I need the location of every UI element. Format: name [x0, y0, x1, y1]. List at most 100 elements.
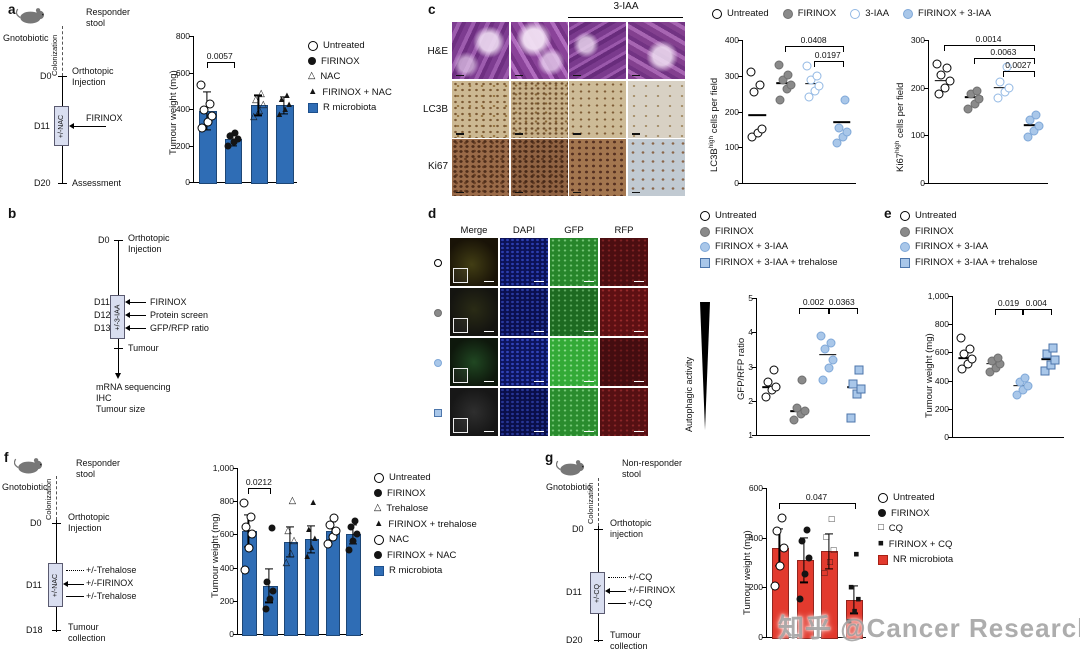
legend-label: R microbiota: [323, 102, 377, 113]
gfp-image-untreated: [550, 238, 598, 286]
y-tick-label: 1: [748, 430, 753, 440]
open-circle-marker: [700, 211, 710, 221]
fluorescence-grid: [450, 238, 648, 436]
lblue-circle-data-point: [842, 127, 852, 137]
firinox-arrow: [125, 299, 146, 305]
bar: [283, 541, 299, 636]
lblue-circle-data-point: [1012, 390, 1022, 400]
filled-triangle-marker: ▲: [308, 85, 318, 97]
e-legend: Untreated FIRINOX FIRINOX + 3-IAA FIRINOX +…: [900, 210, 1065, 268]
significance-bracket: [994, 309, 1025, 316]
down-arrow: [115, 352, 121, 379]
gray-circle-data-point: [972, 86, 982, 96]
p-value-label: 0.0408: [800, 35, 827, 46]
gray-circle-data-point: [775, 95, 785, 105]
filled-square-data-point: ■: [851, 606, 858, 618]
lblue-open-circle-data-point: [1002, 62, 1012, 72]
merge-image-firinox: [450, 288, 498, 336]
y-tick-label: 600: [934, 347, 949, 358]
rfp-image-trehalose: [600, 388, 648, 436]
open-square-data-point: □: [830, 544, 837, 556]
merge-image-firinox-3iaa: [450, 338, 498, 386]
p-value-label: 0.019: [997, 298, 1020, 309]
he-image-untreated: [452, 22, 509, 79]
trehalose-dotted-line: [66, 570, 84, 571]
gfp-rfp-dot-plot: 1 2 3 4 5 0.002 0.0363: [748, 293, 870, 440]
ki67-image-firinox: [510, 139, 568, 196]
lblue-square-data-point: [1050, 355, 1060, 365]
y-tick-mark: [762, 537, 766, 539]
output-mrna: mRNA sequencing: [96, 382, 171, 392]
panel-label-b: b: [8, 206, 17, 221]
open-circle-marker: [712, 9, 722, 19]
filled-triangle-data-point: ▲: [308, 496, 318, 508]
lblue-open-circle-data-point: [814, 81, 824, 91]
legend-item: ■ FIRINOX + CQ: [878, 537, 998, 549]
y-tick-label: 2: [748, 395, 753, 406]
lblue-open-circle-data-point: [993, 93, 1003, 103]
significance-bracket: [1003, 71, 1036, 78]
bar: [846, 599, 864, 639]
y-tick-label: 0: [229, 629, 234, 639]
y-tick-mark: [189, 72, 193, 74]
a-legend: Untreated FIRINOX △ NAC ▲ FIRINOX + NAC R micr…: [308, 40, 428, 113]
open-circle-data-point: [241, 522, 251, 532]
filled-circle-data-point: [796, 595, 804, 602]
lblue-square-data-point: [854, 365, 864, 375]
ki67-image-firinox-3iaa: [627, 139, 685, 196]
d11-label: D11: [94, 297, 110, 307]
mouse-icon: [13, 455, 48, 480]
lblue-circle-data-point: [832, 138, 842, 148]
filled-triangle-data-point: ▲: [284, 99, 294, 111]
y-tick-label: 200: [175, 140, 190, 151]
error-bar: [853, 586, 855, 614]
histology-grid: [452, 22, 685, 196]
lc3b-dot-plot: 0 100 200 300 400 0.0408 0.0197: [725, 35, 856, 188]
open-triangle-data-point: △: [287, 548, 295, 560]
timeline-tick: [52, 630, 61, 632]
ki67-dot-plot: 0 100 200 300 0.0014 0.0063 0.0027: [911, 34, 1048, 188]
y-tick-label: 0: [734, 178, 739, 188]
timeline-tick: [52, 523, 61, 525]
lc3b-image-firinox: [510, 80, 568, 138]
f-legend: Untreated FIRINOX △ Trehalose ▲ FIRINOX + tre…: [374, 472, 514, 576]
ki67-image-3iaa: [569, 139, 626, 196]
filled-square-data-point: ■: [853, 549, 860, 561]
d20-label: D20: [34, 178, 51, 188]
y-tick-label: 800: [175, 31, 190, 41]
open-circle-data-point: [247, 529, 257, 539]
open-circle-data-point: [757, 124, 767, 134]
cq-line: [608, 603, 626, 604]
legend-item: Untreated: [308, 40, 428, 51]
merge-header: Merge: [460, 225, 488, 236]
filled-circle-data-point: [345, 546, 353, 554]
open-triangle-data-point: △: [255, 104, 264, 116]
tumour-label: Tumour: [128, 343, 159, 353]
d0-label: D0: [98, 235, 110, 245]
open-circle-data-point: [197, 123, 207, 133]
gfp-rfp-arrow: [125, 325, 146, 331]
filled-circle-marker: [374, 550, 382, 559]
filled-square-marker: ■: [878, 537, 884, 549]
legend-item: 3-IAA: [850, 8, 889, 19]
significance-bracket: [248, 487, 272, 494]
y-tick-mark: [924, 87, 928, 89]
gray-circle-data-point: [797, 375, 807, 385]
error-bar-cap: [849, 612, 858, 614]
lc3b-image-3iaa: [569, 80, 626, 138]
blue-square-marker: [374, 566, 384, 576]
lblue-circle-data-point: [818, 375, 828, 385]
iaa-group-bracket: [568, 17, 683, 19]
y-tick-label: 0: [944, 432, 949, 442]
legend-item: FIRINOX: [782, 8, 836, 19]
responder-stool-label: Responder stool: [76, 458, 121, 479]
gray-circle-data-point: [993, 353, 1003, 363]
gfp-image-trehalose: [550, 388, 598, 436]
y-tick-mark: [752, 400, 756, 402]
lblue-square-data-point: [1042, 349, 1052, 359]
lblue-circle-data-point: [1020, 373, 1030, 383]
median-line: [818, 353, 837, 356]
open-triangle-data-point: △: [252, 93, 260, 105]
y-tick-label: 200: [748, 582, 763, 593]
